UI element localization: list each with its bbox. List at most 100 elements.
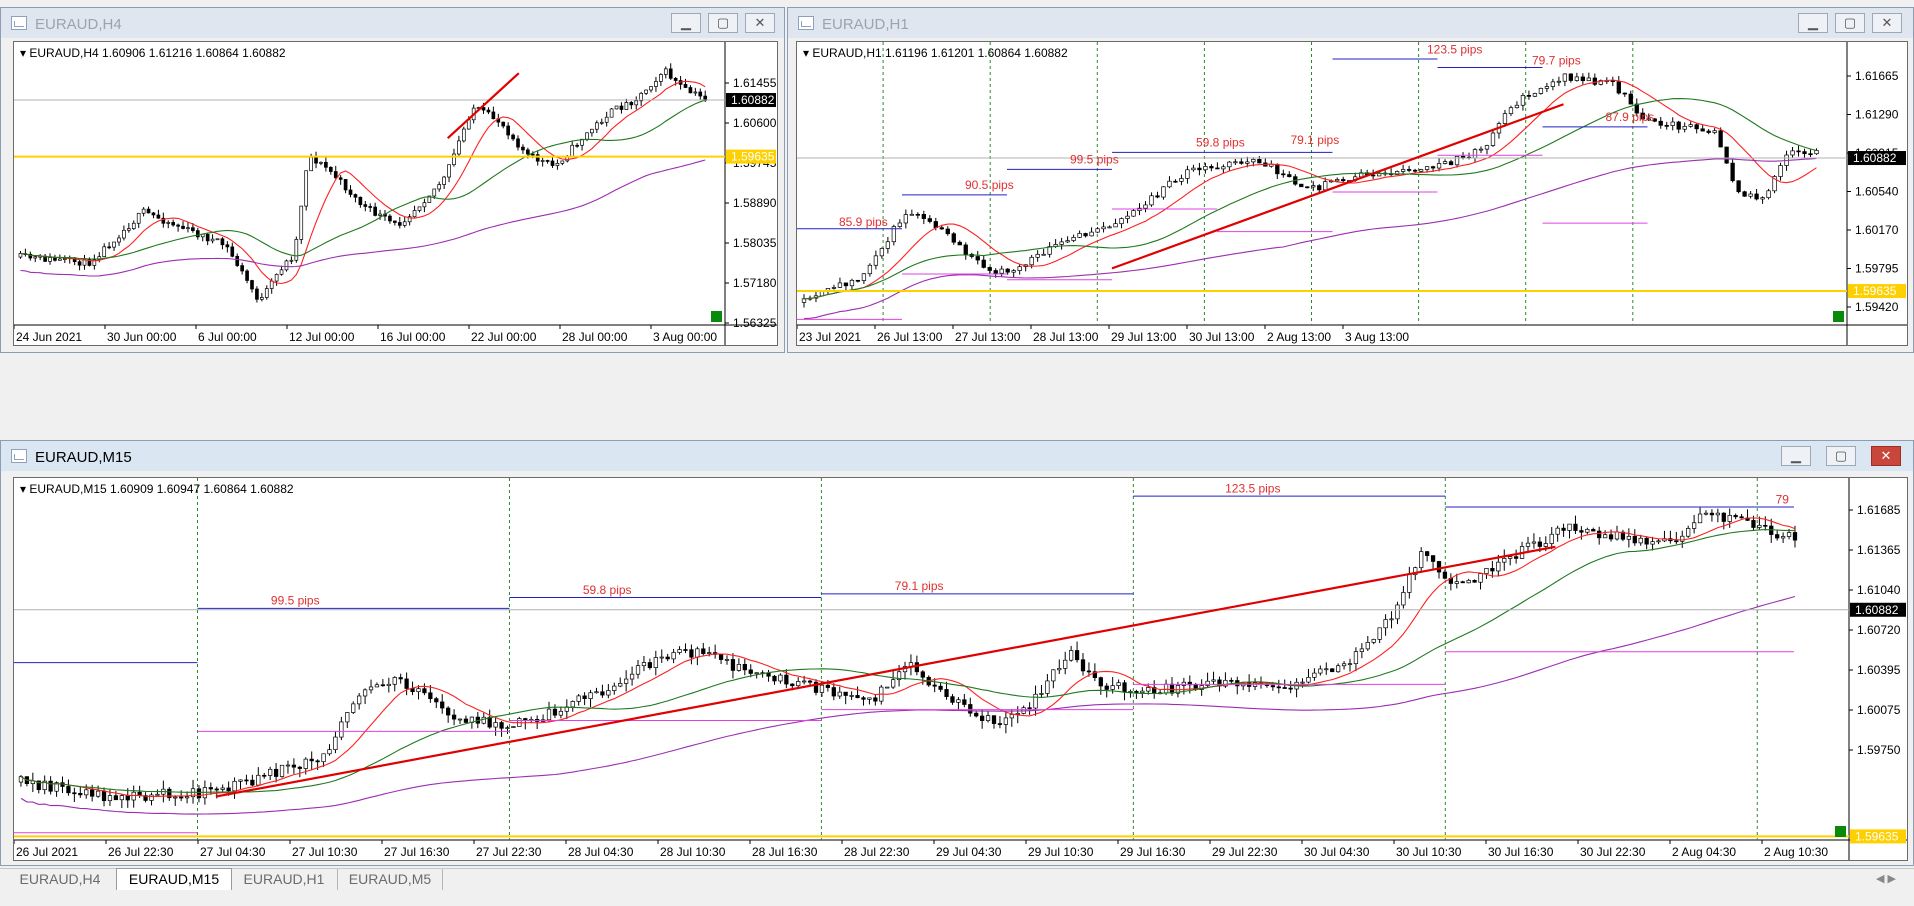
chart-window-h4[interactable]: EURAUD,H4 ▁ ▢ ✕ EURAUD,H4 1.60906 1.6121… xyxy=(0,7,785,353)
maximize-button[interactable]: ▢ xyxy=(1835,13,1865,33)
candle-body xyxy=(590,128,594,134)
price-tick-label: 1.61685 xyxy=(1857,503,1901,517)
candle-body xyxy=(1275,163,1280,175)
maximize-button[interactable]: ▢ xyxy=(1826,446,1856,466)
price-tick-label: 1.58890 xyxy=(733,196,777,210)
candle-body xyxy=(1598,80,1603,85)
candle-body xyxy=(1775,534,1780,539)
candle-body xyxy=(321,753,326,763)
candle-body xyxy=(78,792,83,796)
candle-body xyxy=(487,716,492,728)
candle-body xyxy=(422,202,427,208)
candle-body xyxy=(1389,618,1394,621)
minimize-button[interactable]: ▁ xyxy=(671,13,701,33)
candle-body xyxy=(609,108,614,118)
time-tick-label: 12 Jul 00:00 xyxy=(289,330,355,344)
chart-window-m15[interactable]: EURAUD,M15 ▁ ▢ ✕ EURAUD,M15 1.60909 1.60… xyxy=(0,440,1914,866)
candle-body xyxy=(167,788,172,799)
time-tick-label: 27 Jul 04:30 xyxy=(200,845,266,859)
price-tick-label: 1.56325 xyxy=(733,316,777,330)
candle-body xyxy=(634,100,639,106)
candle-body xyxy=(440,701,445,709)
candle-body xyxy=(956,699,961,703)
candle-body xyxy=(250,280,254,290)
candle-body xyxy=(585,132,589,140)
candle-body xyxy=(653,657,658,669)
candle-body xyxy=(1089,231,1094,237)
candle-body xyxy=(463,718,469,723)
close-button[interactable]: ✕ xyxy=(745,13,775,33)
candle-body xyxy=(77,261,82,266)
price-chart[interactable]: EURAUD,M15 1.60909 1.60947 1.60864 1.608… xyxy=(13,477,1908,861)
maximize-button[interactable]: ▢ xyxy=(708,13,738,33)
tab-euraud-m5[interactable]: EURAUD,M5 xyxy=(338,869,443,890)
time-tick-label: 24 Jun 2021 xyxy=(16,330,82,344)
candle-body xyxy=(205,233,210,242)
price-chart[interactable]: EURAUD,H4 1.60906 1.61216 1.60864 1.6088… xyxy=(13,41,778,346)
candle-body xyxy=(1233,161,1238,164)
bid-price-tag xyxy=(1848,151,1906,166)
candle-body xyxy=(125,795,130,801)
candle-body xyxy=(1555,527,1560,535)
candle-body xyxy=(1107,226,1112,229)
candle-body xyxy=(1597,530,1602,539)
candle-body xyxy=(1802,151,1807,155)
candle-body xyxy=(624,102,629,110)
price-chart[interactable]: EURAUD,H1 1.61196 1.61201 1.60864 1.6088… xyxy=(796,41,1908,346)
candle-body xyxy=(339,721,344,738)
close-button[interactable]: ✕ xyxy=(1872,13,1902,33)
ma-fast-line xyxy=(20,517,1796,798)
tab-euraud-m15[interactable]: EURAUD,M15 xyxy=(116,868,232,891)
candle-body xyxy=(1051,669,1056,682)
window-titlebar[interactable]: EURAUD,H1 ▁ ▢ ✕ xyxy=(788,8,1913,38)
candle-body xyxy=(214,788,219,791)
candle-body xyxy=(136,212,141,224)
candle-body xyxy=(155,793,160,796)
candle-body xyxy=(442,176,446,185)
trend-line xyxy=(215,545,1556,798)
candle-body xyxy=(1383,619,1388,629)
candle-body xyxy=(279,764,285,777)
tab-scroll-arrows[interactable]: ◀ ▶ xyxy=(1876,873,1896,885)
close-button[interactable]: ✕ xyxy=(1871,446,1901,466)
candle-body xyxy=(1556,80,1562,83)
minimize-button[interactable]: ▁ xyxy=(1781,446,1811,466)
candle-body xyxy=(855,279,861,282)
candle-body xyxy=(1179,178,1184,182)
candle-body xyxy=(131,222,136,230)
time-tick-label: 30 Jul 22:30 xyxy=(1580,845,1646,859)
price-tick-label: 1.60540 xyxy=(1855,185,1899,199)
candle-body xyxy=(262,774,267,777)
window-titlebar[interactable]: EURAUD,H4 ▁ ▢ ✕ xyxy=(1,8,784,38)
candle-body xyxy=(807,680,813,683)
candle-body xyxy=(274,273,279,282)
candle-body xyxy=(1543,543,1548,547)
minimize-button[interactable]: ▁ xyxy=(1798,13,1828,33)
candle-body xyxy=(1335,665,1341,673)
pip-range-label: 85.9 pips xyxy=(839,215,888,229)
window-titlebar[interactable]: EURAUD,M15 ▁ ▢ ✕ xyxy=(1,441,1913,471)
candle-body xyxy=(1281,173,1286,176)
candle-body xyxy=(550,160,555,166)
candle-body xyxy=(1077,233,1082,238)
chart-canvas: 99.5 pips 59.8 pips 79.1 pips 123.5 pips 79 1… xyxy=(14,478,1907,860)
candle-body xyxy=(1608,534,1614,540)
candle-body xyxy=(1472,149,1478,159)
candle-body xyxy=(324,161,328,168)
candle-body xyxy=(695,648,700,658)
candle-body xyxy=(1442,161,1448,164)
time-tick-label: 6 Jul 00:00 xyxy=(198,330,257,344)
candle-body xyxy=(975,256,980,261)
time-tick-label: 30 Jul 16:30 xyxy=(1488,845,1554,859)
tab-euraud-h4[interactable]: EURAUD,H4 xyxy=(4,869,117,890)
chart-window-h1[interactable]: EURAUD,H1 ▁ ▢ ✕ EURAUD,H1 1.61196 1.6120… xyxy=(787,7,1914,353)
candle-body xyxy=(1092,671,1097,678)
price-tick-label: 1.59750 xyxy=(1857,743,1901,757)
time-tick-label: 29 Jul 13:00 xyxy=(1111,330,1177,344)
time-tick-label: 2 Aug 13:00 xyxy=(1267,330,1331,344)
tab-euraud-h1[interactable]: EURAUD,H1 xyxy=(231,869,338,890)
candle-body xyxy=(427,195,432,203)
candle-body xyxy=(195,230,200,238)
candles xyxy=(18,63,708,303)
candle-body xyxy=(95,790,101,797)
